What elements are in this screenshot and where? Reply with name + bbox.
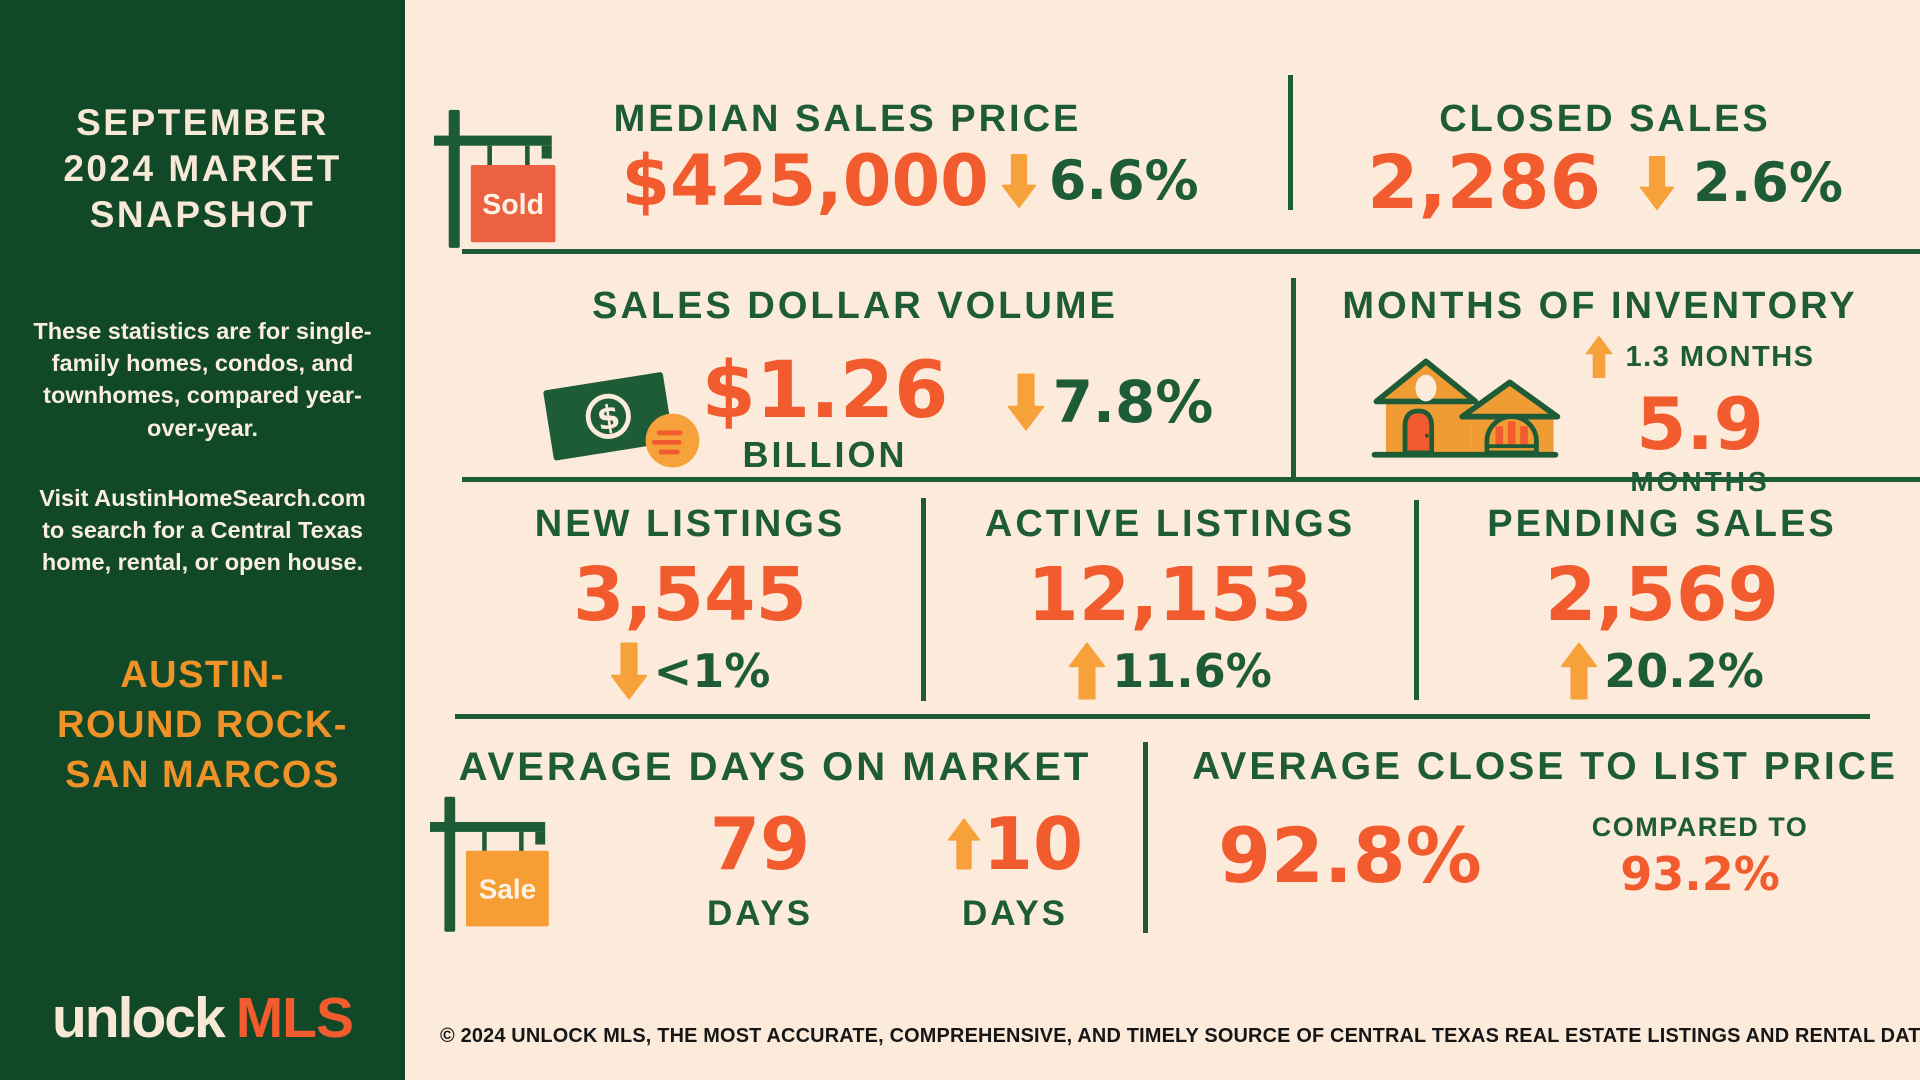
active-listings-tile: ACTIVE LISTINGS 12,153 11.6%	[925, 503, 1415, 700]
down-arrow-icon	[1639, 156, 1675, 210]
sales-dollar-volume-label: SALES DOLLAR VOLUME	[592, 285, 1118, 327]
days-on-market-change-block: 10 DAYS	[920, 808, 1110, 934]
divider-h2	[462, 477, 1920, 482]
region-line: AUSTIN-	[120, 654, 285, 696]
months-of-inventory-unit: MONTHS	[1630, 466, 1770, 497]
up-arrow-icon	[1068, 642, 1106, 700]
down-arrow-icon	[610, 642, 648, 700]
sale-sign-icon: Sale	[430, 795, 565, 939]
avg-days-on-market-label: AVERAGE DAYS ON MARKET	[458, 745, 1092, 789]
dollar-bill-icon: $	[540, 356, 708, 476]
divider-h3	[455, 714, 1870, 719]
median-sales-price-value: $425,000	[621, 140, 989, 222]
pending-sales-tile: PENDING SALES 2,569 20.2%	[1412, 503, 1912, 700]
months-of-inventory-value: 5.9	[1636, 382, 1764, 466]
median-sales-price-value-row: $425,000 6.6%	[520, 146, 1300, 216]
divider-h1	[462, 249, 1920, 254]
active-listings-value: 12,153	[1027, 552, 1313, 638]
active-listings-label: ACTIVE LISTINGS	[984, 503, 1356, 545]
closed-sales-value: 2,286	[1367, 140, 1602, 226]
region-line: ROUND ROCK-	[57, 704, 348, 747]
divider-v1	[1288, 75, 1293, 210]
months-of-inventory-change-row: 1.3 MONTHS	[1585, 334, 1814, 380]
days-on-market-value: 79	[709, 802, 811, 886]
days-on-market-change: 10	[982, 802, 1084, 886]
days-on-market-value-block: 79 DAYS	[670, 808, 850, 934]
compared-to-label: COMPARED TO	[1591, 812, 1809, 842]
avg-close-to-list-value: 92.8%	[1218, 811, 1482, 900]
days-on-market-change-row: 10	[947, 808, 1083, 880]
median-sales-price-label: MEDIAN SALES PRICE	[613, 98, 1082, 140]
pending-sales-value: 2,569	[1544, 552, 1780, 638]
active-listings-change: 11.6%	[1112, 644, 1272, 698]
sales-dollar-volume-value: $1.26	[701, 346, 949, 436]
new-listings-change: <1%	[653, 644, 771, 698]
up-arrow-icon	[947, 818, 981, 870]
avg-close-to-list-compare-block: COMPARED TO 93.2%	[1580, 812, 1820, 897]
page-title: SEPTEMBER 2024 MARKET SNAPSHOT	[63, 102, 342, 235]
divider-v4	[1414, 500, 1419, 700]
closed-sales-value-row: 2,286 2.6%	[1290, 146, 1920, 220]
compared-to-value: 93.2%	[1620, 847, 1780, 901]
months-of-inventory-change: 1.3 MONTHS	[1625, 340, 1815, 373]
logo-word-unlock: unlock	[51, 986, 226, 1050]
region-title: AUSTIN- ROUND ROCK- SAN MARCOS	[0, 650, 405, 800]
logo-word-mls: MLS	[235, 986, 354, 1050]
months-of-inventory-label: MONTHS OF INVENTORY	[1342, 285, 1858, 327]
intro-text: These statistics are for single-family h…	[33, 318, 372, 441]
new-listings-change-row: <1%	[610, 642, 771, 700]
new-listings-value: 3,545	[572, 552, 808, 638]
sidebar: SEPTEMBER 2024 MARKET SNAPSHOT These sta…	[0, 0, 405, 1080]
pending-sales-change-row: 20.2%	[1560, 642, 1764, 700]
down-arrow-icon	[1007, 372, 1045, 432]
house-icon	[1365, 350, 1565, 460]
avg-close-to-list-label: AVERAGE CLOSE TO LIST PRICE	[1192, 745, 1898, 788]
avg-close-to-list-value-row: 92.8%	[1190, 818, 1510, 894]
active-listings-change-row: 11.6%	[1068, 642, 1272, 700]
region-line: SAN MARCOS	[65, 754, 340, 797]
down-arrow-icon	[1001, 154, 1037, 208]
divider-v2	[1291, 278, 1296, 477]
pending-sales-label: PENDING SALES	[1487, 503, 1837, 545]
days-on-market-change-unit: DAYS	[961, 894, 1069, 933]
sales-dollar-volume-change-row: 7.8%	[985, 372, 1235, 432]
up-arrow-icon	[1585, 334, 1613, 380]
unlock-mls-logo: unlock MLS	[0, 985, 405, 1051]
months-of-inventory-value-block: 1.3 MONTHS 5.9 MONTHS	[1565, 334, 1835, 498]
copyright-text: © 2024 UNLOCK MLS, THE MOST ACCURATE, CO…	[440, 1024, 1920, 1047]
visit-text: Visit AustinHomeSearch.com to search for…	[39, 485, 366, 576]
new-listings-label: NEW LISTINGS	[534, 503, 846, 545]
divider-v3	[921, 498, 926, 701]
days-on-market-value-unit: DAYS	[706, 894, 814, 933]
divider-v5	[1143, 742, 1148, 933]
sale-sign-label: Sale	[479, 874, 536, 905]
median-sales-price-change: 6.6%	[1048, 149, 1199, 212]
pending-sales-change: 20.2%	[1604, 644, 1764, 698]
up-arrow-icon	[1560, 642, 1598, 700]
new-listings-tile: NEW LISTINGS 3,545 <1%	[430, 503, 950, 700]
sales-dollar-volume-value-block: $1.26 BILLION	[690, 352, 960, 476]
closed-sales-label: CLOSED SALES	[1439, 98, 1771, 140]
sold-sign-icon: Sold	[434, 108, 572, 255]
closed-sales-change: 2.6%	[1693, 151, 1843, 214]
sales-dollar-volume-change: 7.8%	[1052, 368, 1214, 436]
sold-sign-label: Sold	[482, 189, 544, 221]
sales-dollar-volume-unit: BILLION	[742, 434, 908, 475]
